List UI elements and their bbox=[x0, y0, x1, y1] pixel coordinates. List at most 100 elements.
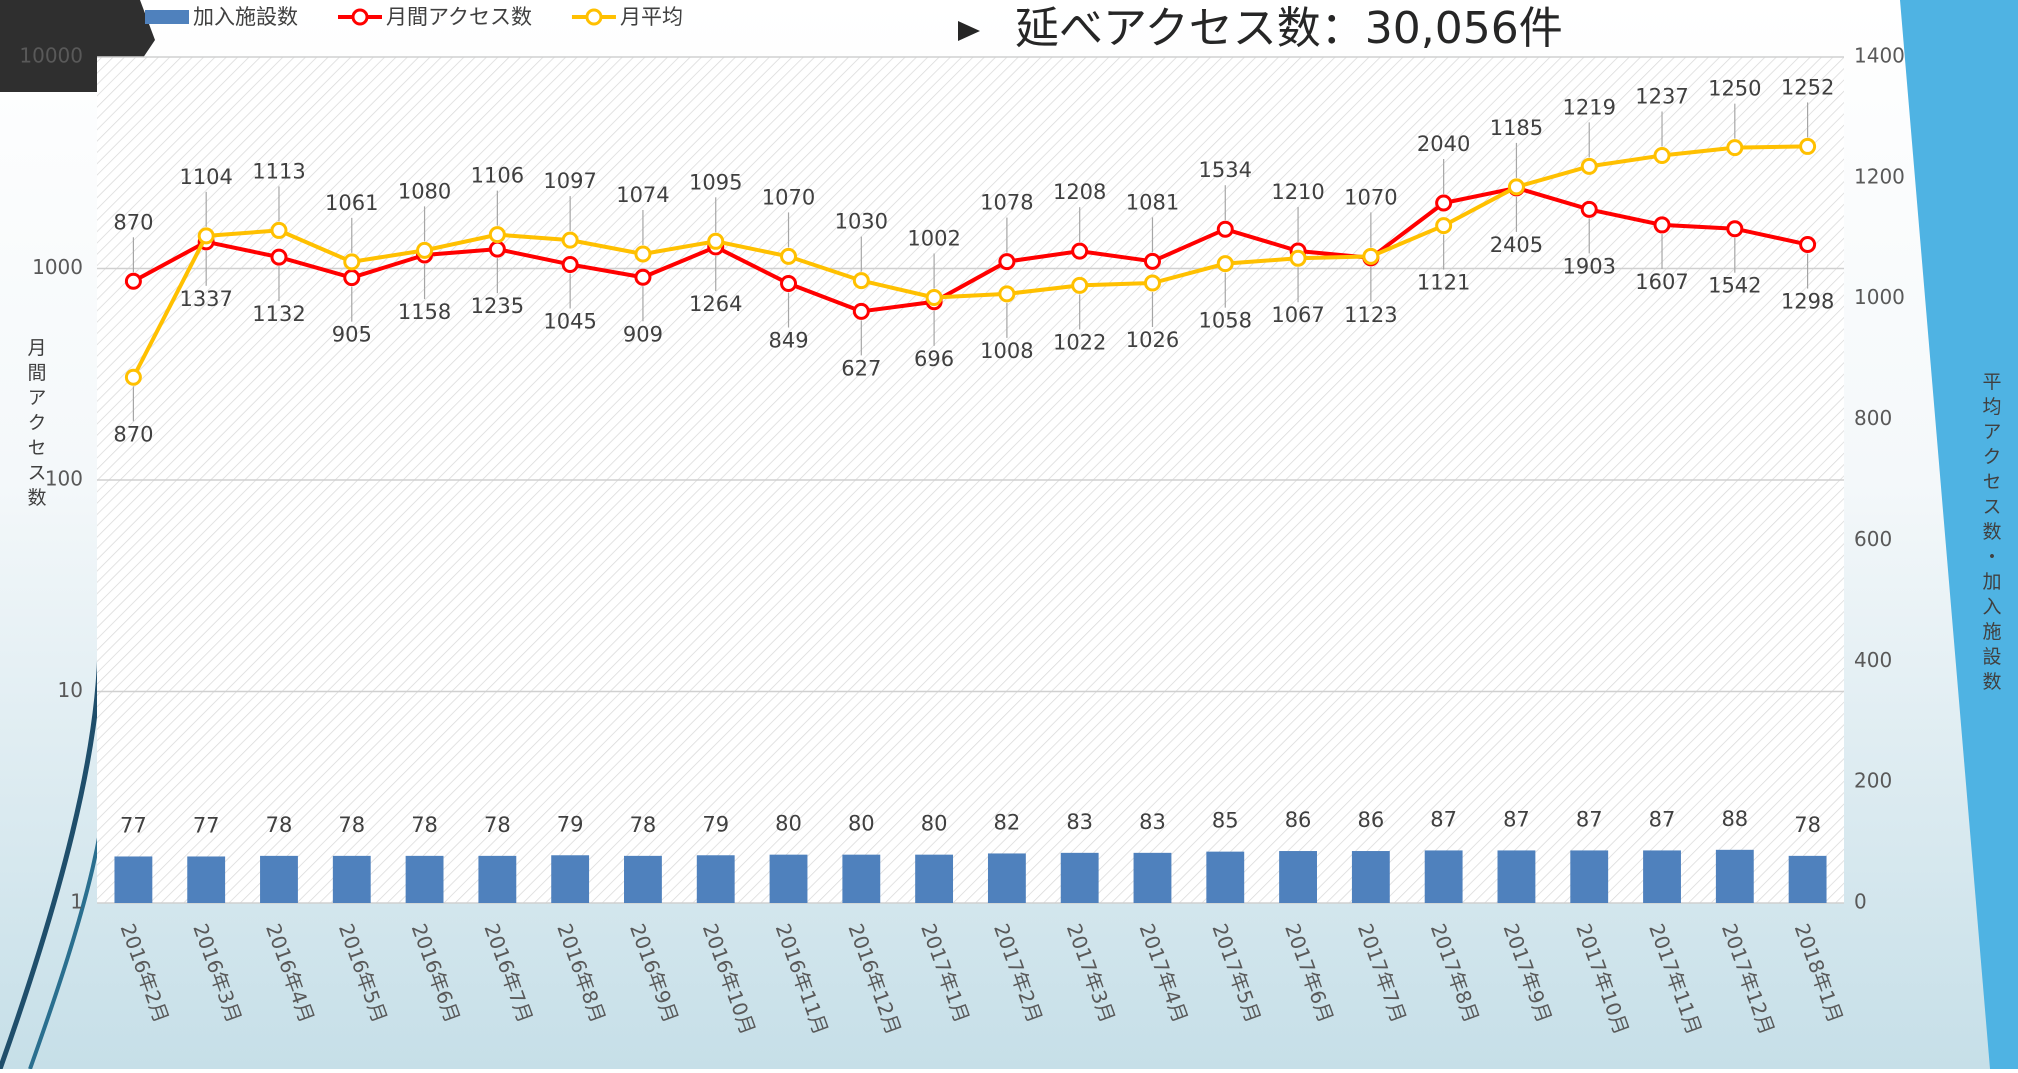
bar bbox=[551, 855, 589, 903]
bar-value-label: 77 bbox=[193, 813, 220, 837]
y2-tick-label: 1200 bbox=[1854, 164, 1905, 188]
marker bbox=[1582, 202, 1596, 216]
bar bbox=[1061, 853, 1099, 903]
data-label: 1061 bbox=[325, 191, 378, 215]
bar-value-label: 83 bbox=[1139, 810, 1166, 834]
marker bbox=[709, 234, 723, 248]
bar bbox=[1643, 850, 1681, 903]
marker bbox=[1728, 222, 1742, 236]
marker bbox=[1655, 148, 1669, 162]
data-label: 1123 bbox=[1344, 303, 1397, 327]
y2-axis-label: 平均アクセス数・加入施設数 bbox=[1980, 372, 2002, 697]
marker bbox=[563, 233, 577, 247]
y2-tick-label: 600 bbox=[1854, 527, 1892, 551]
data-label: 1185 bbox=[1490, 116, 1543, 140]
marker bbox=[1655, 218, 1669, 232]
bar-value-label: 86 bbox=[1285, 808, 1312, 832]
legend-swatch bbox=[587, 10, 601, 24]
marker bbox=[1073, 244, 1087, 258]
data-label: 1095 bbox=[689, 170, 742, 194]
bar bbox=[478, 856, 516, 903]
bar-value-label: 87 bbox=[1430, 807, 1457, 831]
data-label: 1534 bbox=[1199, 158, 1252, 182]
data-label: 1067 bbox=[1271, 303, 1324, 327]
bar-value-label: 79 bbox=[702, 812, 729, 836]
bar-value-label: 82 bbox=[994, 810, 1021, 834]
legend-swatch bbox=[353, 10, 367, 24]
y2-tick-label: 400 bbox=[1854, 648, 1892, 672]
bar-value-label: 85 bbox=[1212, 809, 1239, 833]
bar bbox=[260, 856, 298, 903]
y2-tick-label: 0 bbox=[1854, 890, 1867, 914]
bar-value-label: 87 bbox=[1649, 807, 1676, 831]
y-tick-label: 10000 bbox=[19, 44, 83, 68]
bar bbox=[842, 855, 880, 903]
legend-label: 月平均 bbox=[620, 5, 683, 29]
data-label: 1542 bbox=[1708, 274, 1761, 298]
marker bbox=[1582, 159, 1596, 173]
data-label: 1026 bbox=[1126, 328, 1179, 352]
marker bbox=[1218, 257, 1232, 271]
bar bbox=[1789, 856, 1827, 903]
marker bbox=[1728, 141, 1742, 155]
data-label: 1235 bbox=[471, 294, 524, 318]
marker bbox=[418, 243, 432, 257]
y-tick-label: 10 bbox=[58, 678, 83, 702]
chart: 延べアクセス数：30,056件 月間アクセス数 平均アクセス数・加入施設数 11… bbox=[0, 0, 2018, 1069]
marker bbox=[272, 223, 286, 237]
bar-value-label: 79 bbox=[557, 812, 584, 836]
bar bbox=[114, 856, 152, 903]
bar-value-label: 78 bbox=[266, 813, 293, 837]
bar bbox=[1352, 851, 1390, 903]
marker bbox=[854, 304, 868, 318]
bar bbox=[770, 855, 808, 903]
bar-value-label: 78 bbox=[1794, 813, 1821, 837]
marker bbox=[1145, 276, 1159, 290]
data-label: 696 bbox=[914, 347, 954, 371]
marker bbox=[126, 370, 140, 384]
marker bbox=[854, 274, 868, 288]
bar-value-label: 78 bbox=[484, 813, 511, 837]
bar bbox=[1498, 850, 1536, 903]
data-label: 1002 bbox=[907, 227, 960, 251]
legend-swatch bbox=[145, 10, 189, 24]
bar-value-label: 80 bbox=[921, 812, 948, 836]
marker bbox=[1073, 278, 1087, 292]
data-label: 1337 bbox=[179, 287, 232, 311]
data-label: 1607 bbox=[1635, 270, 1688, 294]
bar bbox=[1134, 853, 1172, 903]
bar bbox=[333, 856, 371, 903]
data-label: 1252 bbox=[1781, 75, 1834, 99]
data-label: 1030 bbox=[835, 210, 888, 234]
data-label: 1097 bbox=[543, 169, 596, 193]
data-label: 1074 bbox=[616, 183, 669, 207]
bar-value-label: 80 bbox=[848, 812, 875, 836]
bar bbox=[1716, 850, 1754, 903]
y2-tick-label: 800 bbox=[1854, 406, 1892, 430]
bar bbox=[624, 856, 662, 903]
bar bbox=[1570, 850, 1608, 903]
data-label: 1081 bbox=[1126, 190, 1179, 214]
bar-value-label: 78 bbox=[411, 813, 438, 837]
marker bbox=[1801, 139, 1815, 153]
marker bbox=[1291, 251, 1305, 265]
marker bbox=[1145, 254, 1159, 268]
data-label: 1008 bbox=[980, 339, 1033, 363]
bar-value-label: 88 bbox=[1721, 807, 1748, 831]
data-label: 1106 bbox=[471, 164, 524, 188]
marker bbox=[1437, 196, 1451, 210]
data-label: 2040 bbox=[1417, 132, 1470, 156]
y2-tick-label: 1000 bbox=[1854, 285, 1905, 309]
y-axis-label: 月間アクセス数 bbox=[25, 338, 47, 513]
data-label: 1058 bbox=[1199, 309, 1252, 333]
marker bbox=[1801, 238, 1815, 252]
data-label: 1078 bbox=[980, 191, 1033, 215]
bar-value-label: 80 bbox=[775, 812, 802, 836]
data-label: 1022 bbox=[1053, 330, 1106, 354]
data-label: 2405 bbox=[1490, 233, 1543, 257]
data-label: 1903 bbox=[1563, 254, 1616, 278]
bar-value-label: 87 bbox=[1503, 807, 1530, 831]
data-label: 1070 bbox=[762, 185, 815, 209]
data-label: 870 bbox=[113, 422, 153, 446]
data-label: 1210 bbox=[1271, 180, 1324, 204]
